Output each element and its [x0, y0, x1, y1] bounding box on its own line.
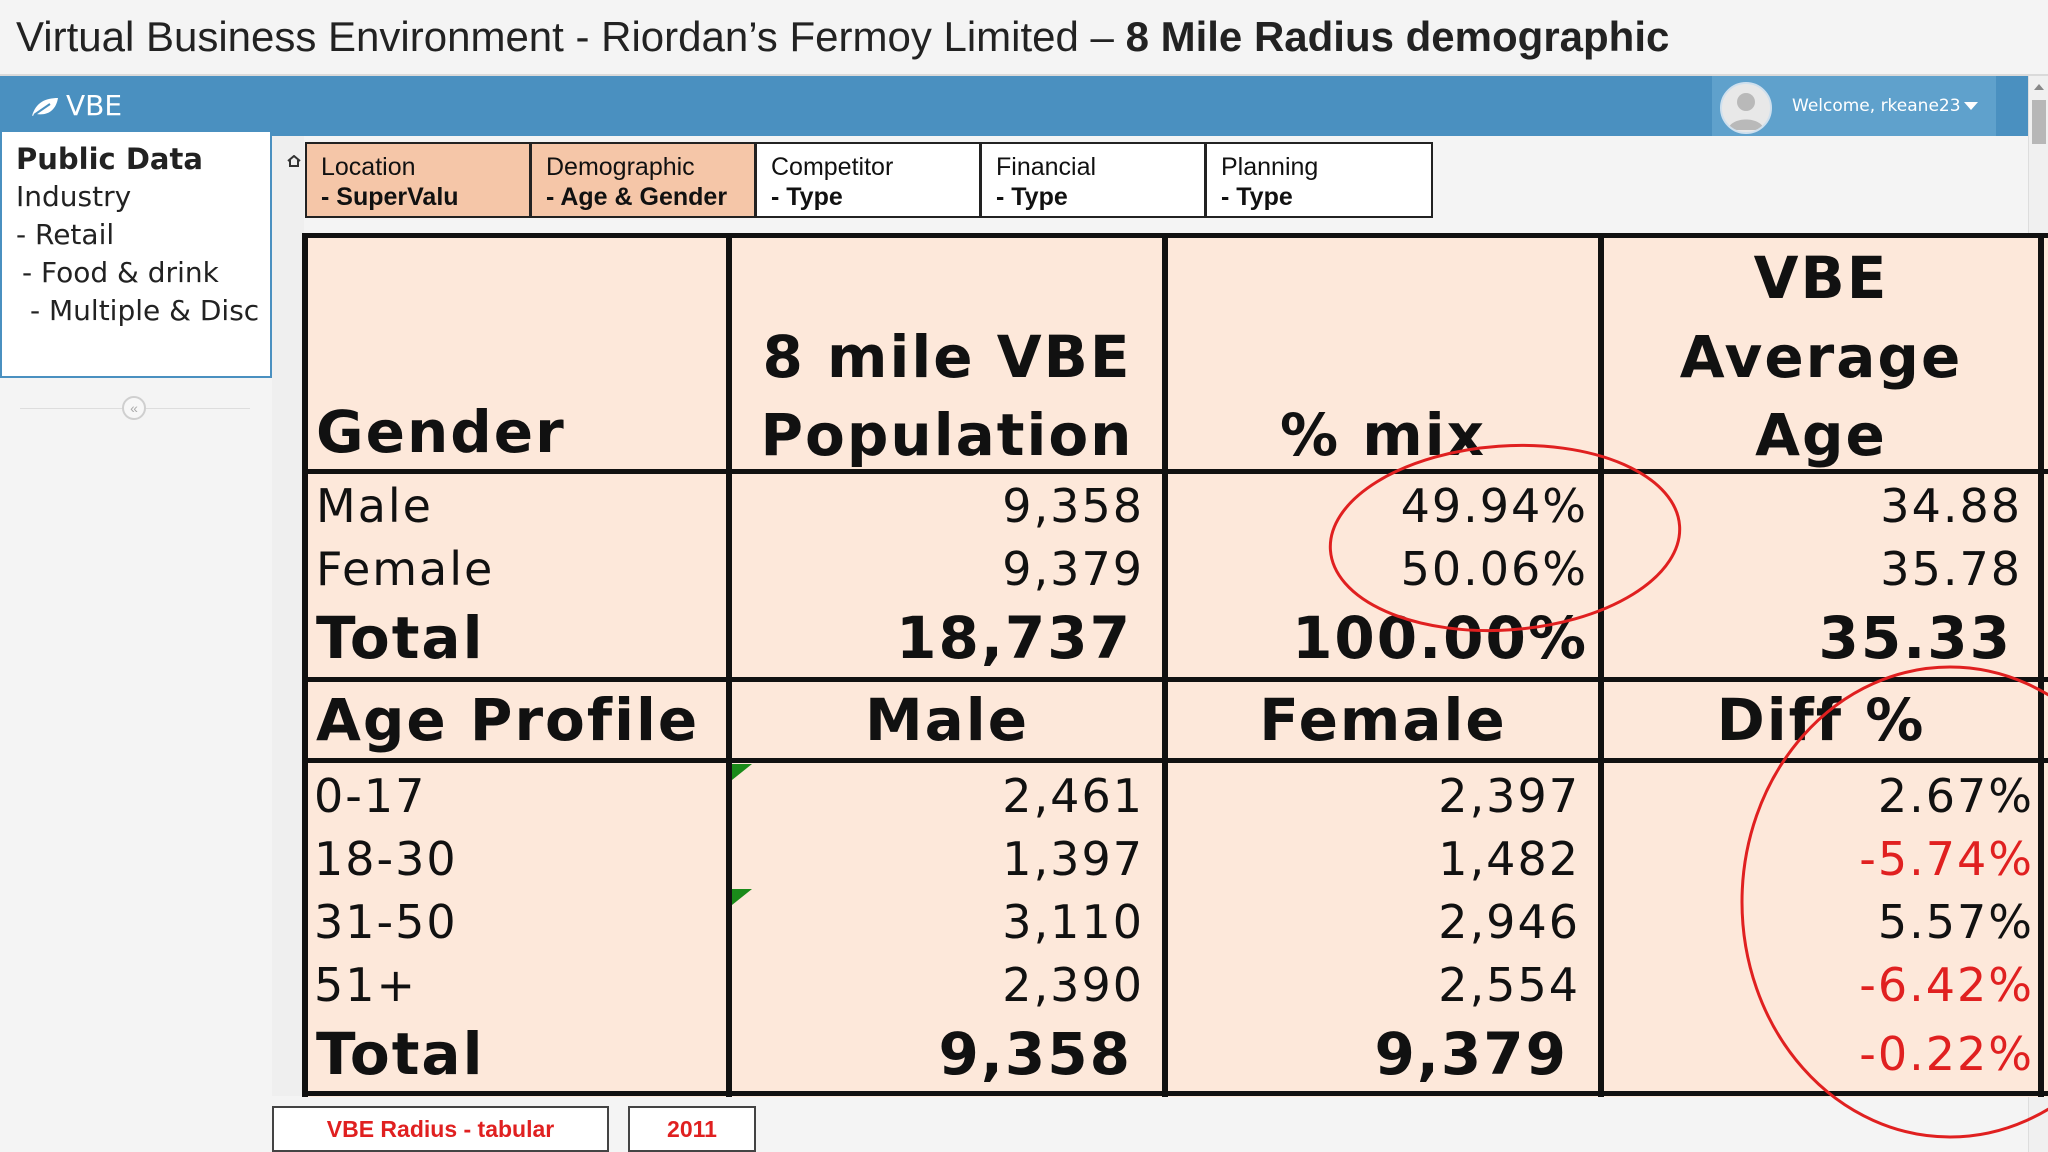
header-diff: Diff %	[1716, 686, 1926, 754]
age-row-female: 1,482	[1438, 832, 1580, 886]
tab-demographic-sub: - Age & Gender	[546, 183, 728, 211]
row-male-avg-age: 34.88	[1880, 479, 2022, 533]
gender-total-mix: 100.00%	[1292, 604, 1588, 672]
cell-comment-marker[interactable]	[732, 889, 752, 905]
age-total-label: Total	[316, 1020, 485, 1088]
table-divider-header	[302, 469, 2048, 474]
age-row-diff: 2.67%	[1877, 769, 2034, 823]
age-row-female: 2,554	[1438, 958, 1580, 1012]
app-topbar: VBE Welcome, rkeane23	[0, 76, 2028, 136]
tab-planning[interactable]: Planning - Type	[1205, 142, 1433, 218]
age-row-male: 3,110	[1002, 895, 1144, 949]
user-icon	[1728, 93, 1764, 130]
age-total-female: 9,379	[1374, 1020, 1568, 1088]
collapse-sidebar-icon[interactable]: «	[122, 396, 146, 420]
table-divider-col3	[1598, 233, 1604, 1097]
tab-financial-sub: - Type	[996, 183, 1068, 211]
header-population-line1: 8 mile VBE	[762, 323, 1132, 391]
sidebar-heading: Public Data	[16, 142, 203, 176]
avatar	[1720, 82, 1772, 134]
tab-financial-label: Financial	[996, 153, 1097, 181]
row-female-population: 9,379	[1002, 542, 1144, 596]
table-divider-col2	[1162, 233, 1168, 1097]
header-age-profile: Age Profile	[316, 686, 700, 754]
tab-planning-sub: - Type	[1221, 183, 1293, 211]
header-population-line2: Population	[760, 401, 1134, 469]
age-row-male: 2,390	[1002, 958, 1144, 1012]
age-row-male: 2,461	[1002, 769, 1144, 823]
home-icon[interactable]	[287, 155, 301, 167]
tab-demographic[interactable]: Demographic - Age & Gender	[530, 142, 756, 218]
title-divider	[0, 74, 2048, 76]
scroll-thumb[interactable]	[2032, 100, 2046, 144]
sidebar-item-multiple-disc[interactable]: - Multiple & Disc	[30, 294, 260, 327]
brand-name: VBE	[66, 89, 123, 122]
slide-title-main: Virtual Business Environment - Riordan’s…	[16, 13, 1126, 60]
caret-down-icon	[1964, 102, 1978, 110]
tab-demographic-label: Demographic	[546, 153, 695, 181]
table-border-left	[302, 233, 308, 1097]
row-male-population: 9,358	[1002, 479, 1144, 533]
age-total-male: 9,358	[938, 1020, 1132, 1088]
sidebar-item-food-drink[interactable]: - Food & drink	[22, 256, 219, 289]
header-mix: % mix	[1279, 401, 1487, 469]
scroll-up-icon[interactable]	[2034, 84, 2044, 90]
age-row-female: 2,397	[1438, 769, 1580, 823]
age-row-male: 1,397	[1002, 832, 1144, 886]
age-row-label: 0-17	[314, 769, 427, 823]
tab-location-label: Location	[321, 153, 416, 181]
row-female-label: Female	[316, 542, 495, 596]
tab-financial[interactable]: Financial - Type	[980, 142, 1206, 218]
content-gutter	[272, 136, 304, 1096]
tab-location[interactable]: Location - SuperValu	[305, 142, 531, 218]
radius-tabular-button[interactable]: VBE Radius - tabular	[272, 1106, 609, 1152]
sidebar-item-retail[interactable]: - Retail	[16, 218, 115, 251]
age-row-label: 31-50	[314, 895, 458, 949]
table-divider-age-header	[302, 758, 2048, 763]
tab-competitor-sub: - Type	[771, 183, 843, 211]
tab-competitor[interactable]: Competitor - Type	[755, 142, 981, 218]
row-female-mix: 50.06%	[1400, 542, 1588, 596]
cell-comment-marker[interactable]	[732, 764, 752, 780]
header-male: Male	[864, 686, 1030, 754]
table-border-bottom	[302, 1091, 2048, 1096]
sidebar-panel: Public Data Industry - Retail - Food & d…	[0, 130, 272, 378]
welcome-text: Welcome, rkeane23	[1792, 96, 1961, 116]
table-divider-col1	[726, 233, 732, 1097]
header-gender: Gender	[316, 398, 566, 466]
row-female-avg-age: 35.78	[1880, 542, 2022, 596]
slide-title-bold: 8 Mile Radius demographic	[1125, 13, 1670, 60]
age-row-label: 18-30	[314, 832, 458, 886]
age-row-label: 51+	[314, 958, 418, 1012]
year-button[interactable]: 2011	[628, 1106, 756, 1152]
header-avg-age-line3: Age	[1755, 401, 1887, 469]
gender-total-label: Total	[316, 604, 485, 672]
gender-total-population: 18,737	[896, 604, 1132, 672]
age-row-diff: -6.42%	[1859, 958, 2034, 1012]
table-divider-section	[302, 677, 2048, 682]
header-avg-age-line2: Average	[1679, 323, 1963, 391]
gender-total-avg-age: 35.33	[1818, 604, 2012, 672]
tab-competitor-label: Competitor	[771, 153, 894, 181]
age-row-female: 2,946	[1438, 895, 1580, 949]
table-border-right	[2038, 233, 2044, 1097]
brand-logo[interactable]: VBE	[30, 76, 122, 136]
row-male-label: Male	[316, 479, 433, 533]
tab-location-sub: - SuperValu	[321, 183, 459, 211]
tab-planning-label: Planning	[1221, 153, 1319, 181]
age-row-diff: -5.74%	[1859, 832, 2034, 886]
user-menu[interactable]: Welcome, rkeane23	[1712, 76, 1996, 136]
row-male-mix: 49.94%	[1400, 479, 1588, 533]
header-female: Female	[1259, 686, 1507, 754]
demographic-table: Gender 8 mile VBE Population % mix VBE A…	[302, 233, 2048, 1097]
leaf-icon	[32, 98, 58, 116]
slide-title: Virtual Business Environment - Riordan’s…	[16, 8, 1669, 66]
age-total-diff: -0.22%	[1859, 1027, 2034, 1081]
header-avg-age-line1: VBE	[1753, 244, 1889, 312]
table-border-top	[302, 233, 2048, 238]
sidebar-item-industry[interactable]: Industry	[16, 180, 132, 213]
age-row-diff: 5.57%	[1877, 895, 2034, 949]
